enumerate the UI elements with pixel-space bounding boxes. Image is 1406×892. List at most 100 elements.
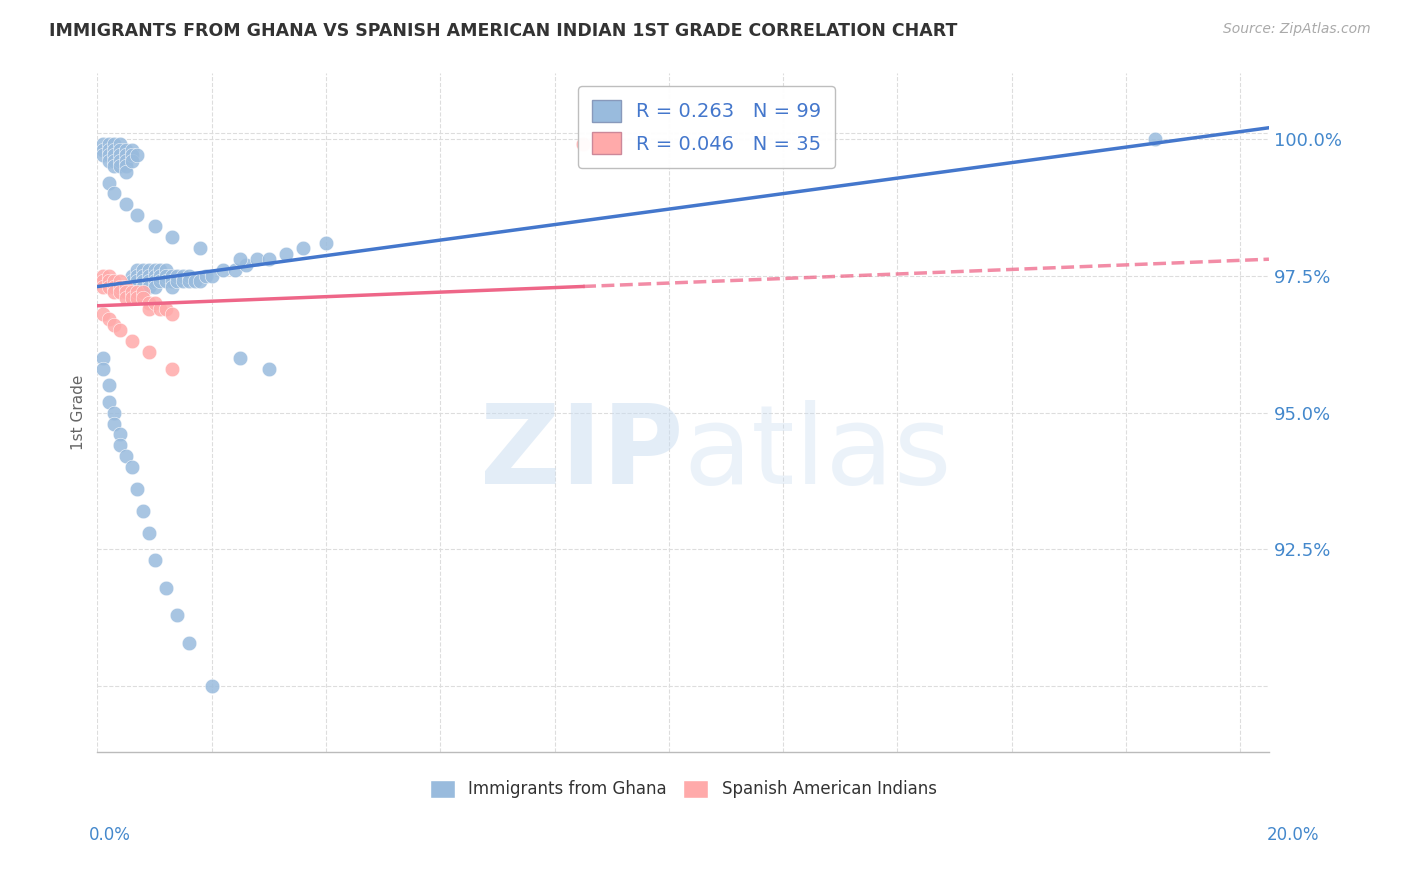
Point [155,301,177,316]
Point [121,274,143,288]
Point [160,279,183,293]
Point [91,361,114,376]
Point [108,148,131,162]
Point [257,252,280,267]
Y-axis label: 1st Grade: 1st Grade [72,375,86,450]
Point [127,208,149,222]
Point [121,285,143,299]
Point [172,274,194,288]
Point [246,252,269,267]
Point [132,263,155,277]
Point [274,246,297,260]
Point [97,279,120,293]
Point [91,279,114,293]
Point [115,164,138,178]
Point [235,258,257,272]
Point [108,279,131,293]
Point [121,153,143,168]
Point [132,279,155,293]
Point [115,197,138,211]
Point [155,263,177,277]
Point [103,274,125,288]
Point [132,291,155,305]
Point [97,378,120,392]
Point [115,450,138,464]
Point [132,504,155,518]
Point [201,268,224,283]
Point [138,301,160,316]
Point [127,285,149,299]
Point [121,291,143,305]
Point [121,143,143,157]
Point [166,608,188,623]
Text: Source: ZipAtlas.com: Source: ZipAtlas.com [1223,22,1371,37]
Point [183,274,205,288]
Point [121,268,143,283]
Point [103,148,125,162]
Point [160,361,183,376]
Point [108,285,131,299]
Point [149,274,172,288]
Point [97,268,120,283]
Point [160,307,183,321]
Point [143,274,166,288]
Point [201,680,224,694]
Point [160,230,183,244]
Point [91,307,114,321]
Point [97,148,120,162]
Point [108,427,131,442]
Point [97,176,120,190]
Point [572,137,595,152]
Point [103,406,125,420]
Point [127,291,149,305]
Point [91,148,114,162]
Point [91,143,114,157]
Point [132,274,155,288]
Point [257,361,280,376]
Point [127,274,149,288]
Point [143,219,166,234]
Point [188,274,211,288]
Point [103,417,125,431]
Point [97,394,120,409]
Legend: Immigrants from Ghana, Spanish American Indians: Immigrants from Ghana, Spanish American … [423,773,943,805]
Point [115,159,138,173]
Point [229,252,252,267]
Point [108,438,131,452]
Point [103,153,125,168]
Point [138,345,160,359]
Point [188,241,211,255]
Point [138,279,160,293]
Point [229,351,252,365]
Text: 20.0%: 20.0% [1267,826,1319,844]
Point [108,143,131,157]
Point [108,159,131,173]
Point [115,148,138,162]
Point [155,274,177,288]
Point [91,268,114,283]
Point [97,143,120,157]
Point [103,143,125,157]
Point [121,148,143,162]
Point [160,274,183,288]
Point [138,526,160,541]
Text: IMMIGRANTS FROM GHANA VS SPANISH AMERICAN INDIAN 1ST GRADE CORRELATION CHART: IMMIGRANTS FROM GHANA VS SPANISH AMERICA… [49,22,957,40]
Point [91,351,114,365]
Point [194,268,217,283]
Point [115,153,138,168]
Point [132,285,155,299]
Point [121,460,143,475]
Point [177,268,200,283]
Point [292,241,315,255]
Point [97,312,120,326]
Point [212,263,235,277]
Point [224,263,246,277]
Text: ZIP: ZIP [479,400,683,507]
Point [138,263,160,277]
Point [177,274,200,288]
Point [166,268,188,283]
Point [132,268,155,283]
Point [127,263,149,277]
Point [97,274,120,288]
Point [143,263,166,277]
